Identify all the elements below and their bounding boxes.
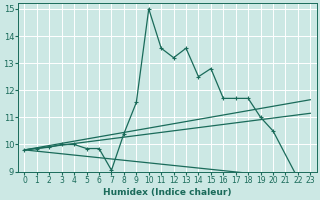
X-axis label: Humidex (Indice chaleur): Humidex (Indice chaleur) (103, 188, 232, 197)
